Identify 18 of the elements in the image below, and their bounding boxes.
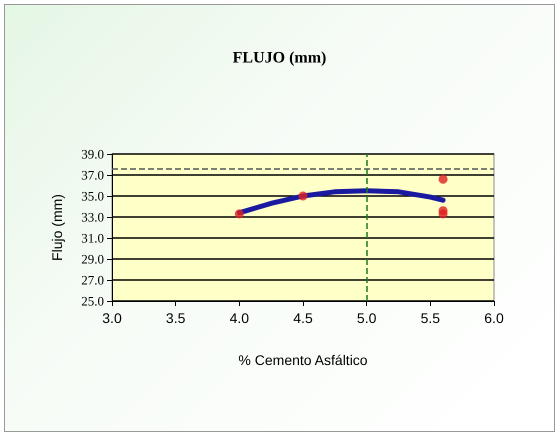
x-axis-title: % Cemento Asfáltico (238, 352, 368, 368)
x-tick-label: 4.5 (293, 310, 313, 326)
y-tick-label: 31.0 (81, 230, 104, 246)
y-tick-label: 27.0 (81, 272, 104, 288)
x-tick-label: 4.0 (230, 310, 250, 326)
y-tick-label: 29.0 (81, 252, 104, 266)
y-tick-label: 35.0 (81, 188, 104, 204)
y-tick-label: 25.0 (81, 294, 104, 308)
x-tick-label: 3.0 (102, 310, 122, 326)
x-tick-label: 3.5 (166, 310, 186, 326)
x-tick-label: 5.0 (356, 310, 377, 326)
x-tick-label: 5.5 (420, 310, 440, 326)
x-tick-label: 6.0 (484, 310, 504, 326)
y-tick-label: 37.0 (81, 168, 104, 182)
y-axis-title: Flujo (mm) (49, 194, 65, 261)
y-tick-label: 39.0 (81, 146, 104, 162)
y-tick-label: 33.0 (81, 210, 104, 224)
chart-title: FLUJO (mm) (232, 50, 326, 66)
